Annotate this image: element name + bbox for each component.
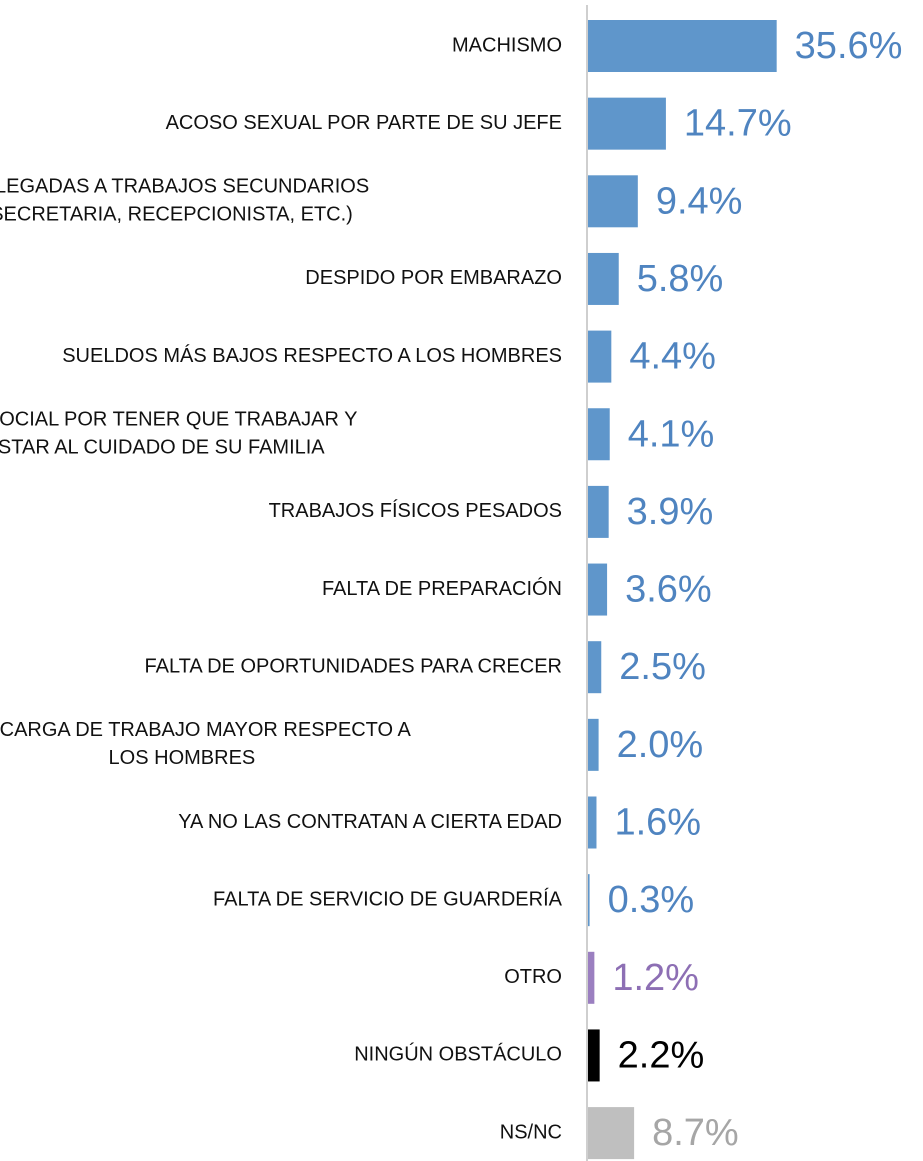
- bar: [588, 330, 612, 383]
- category-label: CULPA SOCIAL POR TENER QUE TRABAJAR Y NO …: [0, 409, 357, 459]
- category-label: ACOSO SEXUAL POR PARTE DE SU JEFE: [166, 112, 562, 134]
- value-label: 1.2%: [612, 957, 699, 999]
- bar: [588, 408, 610, 461]
- category-label: FALTA DE PREPARACIÓN: [322, 577, 562, 600]
- bar: [588, 718, 599, 771]
- category-label: SUELDOS MÁS BAJOS RESPECTO A LOS HOMBRES: [62, 344, 562, 367]
- value-label: 3.6%: [625, 569, 712, 611]
- bar: [588, 1107, 635, 1160]
- category-label-line: LOS HOMBRES: [109, 747, 256, 769]
- value-label: 1.6%: [614, 802, 701, 844]
- category-label-line: UNA CARGA DE TRABAJO MAYOR RESPECTO A: [0, 719, 412, 741]
- value-label: 8.7%: [652, 1112, 739, 1154]
- category-label-line: NO ESTAR AL CUIDADO DE SU FAMILIA: [0, 437, 325, 459]
- bar: [588, 874, 590, 927]
- bar: [588, 563, 608, 616]
- category-label: UNA CARGA DE TRABAJO MAYOR RESPECTO A LOS…: [0, 719, 412, 769]
- category-label: FALTA DE SERVICIO DE GUARDERÍA: [213, 887, 563, 910]
- category-label: RELEGADAS A TRABAJOS SECUNDARIOS (SECRETA…: [0, 176, 369, 226]
- bar: [588, 485, 609, 538]
- value-label: 5.8%: [637, 258, 724, 300]
- bar: [588, 97, 666, 150]
- bar: [588, 1029, 600, 1082]
- category-label: YA NO LAS CONTRATAN A CIERTA EDAD: [178, 811, 562, 833]
- bar: [588, 951, 595, 1004]
- value-label: 35.6%: [795, 25, 903, 67]
- value-label: 2.5%: [619, 646, 706, 688]
- category-label: FALTA DE OPORTUNIDADES PARA CRECER: [145, 655, 563, 677]
- category-label-line: CULPA SOCIAL POR TENER QUE TRABAJAR Y: [0, 409, 357, 431]
- bar: [588, 796, 597, 849]
- category-label: MACHISMO: [452, 34, 562, 56]
- category-label: DESPIDO POR EMBARAZO: [305, 267, 562, 289]
- value-label: 2.2%: [618, 1034, 705, 1076]
- bar: [588, 641, 602, 694]
- category-label-line: (SECRETARIA, RECEPCIONISTA, ETC.): [0, 204, 353, 226]
- category-label: NINGÚN OBSTÁCULO: [354, 1043, 562, 1066]
- bar: [588, 20, 777, 72]
- value-label: 4.4%: [629, 336, 716, 378]
- value-label: 9.4%: [656, 180, 743, 222]
- category-label-line: RELEGADAS A TRABAJOS SECUNDARIOS: [0, 176, 369, 198]
- category-label: OTRO: [504, 966, 562, 988]
- bar: [588, 175, 638, 228]
- value-label: 0.3%: [608, 879, 695, 921]
- value-label: 2.0%: [617, 724, 704, 766]
- value-label: 14.7%: [684, 103, 792, 145]
- category-label: NS/NC: [500, 1121, 562, 1143]
- bar: [588, 252, 619, 305]
- category-label: TRABAJOS FÍSICOS PESADOS: [269, 499, 562, 522]
- value-label: 4.1%: [628, 413, 715, 455]
- value-label: 3.9%: [627, 491, 714, 533]
